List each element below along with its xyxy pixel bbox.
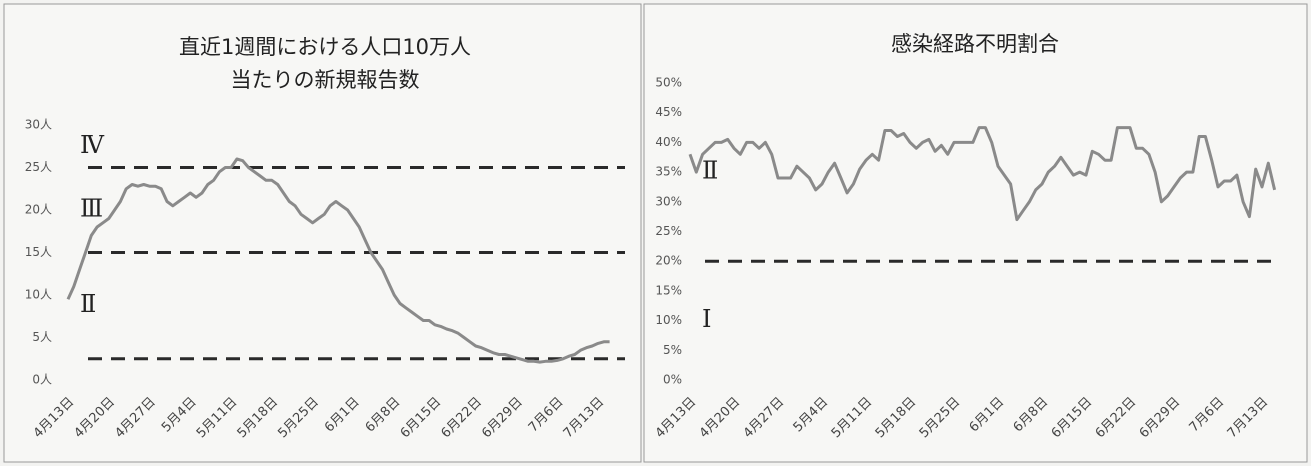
zone-label: Ⅱ (80, 290, 96, 318)
y-tick-label: 15% (655, 283, 682, 297)
zone-label: Ⅰ (702, 305, 711, 333)
zone-label: Ⅱ (702, 157, 718, 185)
y-tick-label: 10% (655, 313, 682, 327)
chart-title: 直近1週間における人口10万人 (179, 35, 471, 59)
panel (643, 3, 1308, 463)
y-tick-label: 40% (655, 135, 682, 149)
y-tick-label: 20% (655, 254, 682, 268)
y-tick-label: 30% (655, 194, 682, 208)
zone-label: Ⅲ (80, 195, 103, 223)
y-tick-label: 20人 (25, 203, 52, 217)
y-tick-label: 10人 (25, 288, 52, 302)
chart-title: 当たりの新規報告数 (231, 68, 420, 92)
y-tick-label: 25人 (25, 160, 52, 174)
y-tick-label: 50% (655, 76, 682, 90)
y-tick-label: 35% (655, 165, 682, 179)
y-tick-label: 0人 (32, 373, 52, 387)
y-tick-label: 5% (663, 343, 682, 357)
panel (3, 3, 642, 463)
data-line (688, 126, 1277, 222)
chart-title: 感染経路不明割合 (891, 32, 1059, 56)
y-tick-label: 0% (663, 373, 682, 387)
zone-label: Ⅳ (80, 131, 105, 159)
y-tick-label: 15人 (25, 245, 52, 259)
y-tick-label: 45% (655, 105, 682, 119)
y-tick-label: 25% (655, 224, 682, 238)
y-tick-label: 5人 (32, 330, 52, 344)
y-tick-label: 30人 (25, 118, 52, 132)
data-line (66, 157, 610, 364)
